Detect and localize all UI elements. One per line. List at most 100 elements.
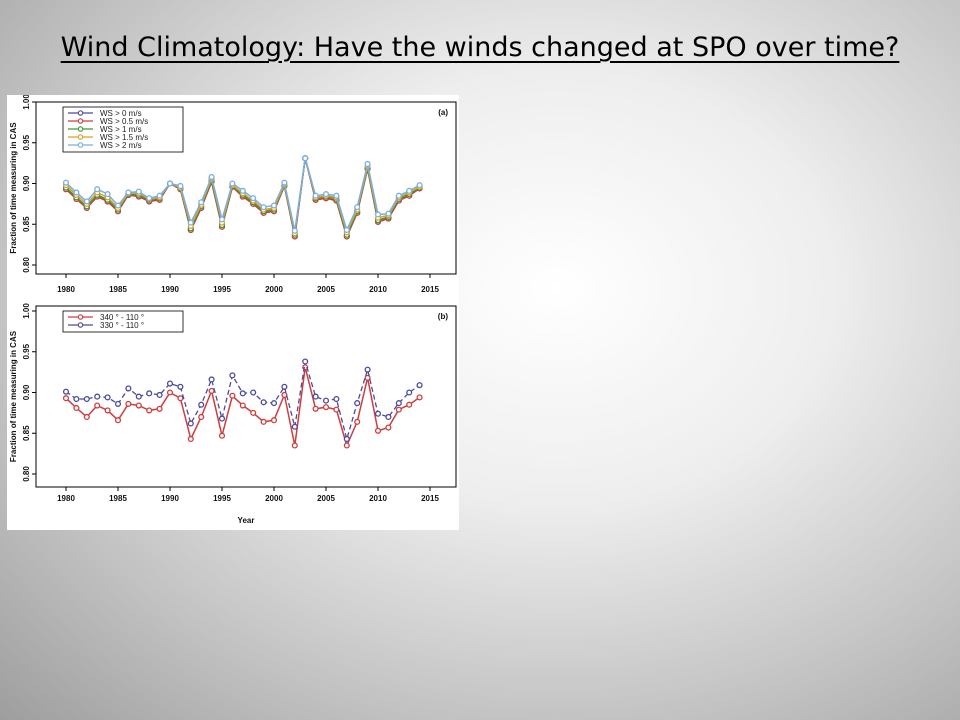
legend-entry: WS > 1 m/s (100, 125, 142, 134)
data-point (364, 374, 371, 381)
x-tick-label: 1995 (213, 494, 231, 503)
chart-panel-b: 1980 1985 1990 1995 2000 2005 2010 2015 0.80 0.85… (9, 303, 457, 525)
data-point (385, 424, 392, 431)
x-tick-label: 1980 (57, 285, 75, 294)
legend-swatch-marker (77, 134, 84, 140)
series-1 (62, 364, 423, 449)
data-point (395, 400, 402, 407)
y-axis-label: Fraction of time measuring in CAS (9, 122, 18, 254)
chart-panel-a: 1980 1985 1990 1995 2000 2005 2010 2015 0.80 0.85… (9, 95, 457, 294)
y-tick-label: 0.80 (22, 257, 31, 273)
data-point (385, 413, 392, 421)
panel-label: (b) (438, 312, 449, 321)
x-tick-label: 1995 (213, 285, 231, 294)
data-point (239, 402, 246, 409)
data-point (135, 393, 142, 400)
panel-label: (a) (438, 108, 448, 117)
data-point (73, 404, 80, 412)
data-point (395, 192, 402, 199)
wind-climatology-figure: 1980 1985 1990 1995 2000 2005 2010 2015 0.80 0.85… (7, 95, 459, 530)
data-point (177, 383, 184, 390)
x-axis-label: Year (238, 516, 255, 525)
legend-swatch-marker (77, 314, 84, 320)
legend-entry: WS > 1.5 m/s (100, 133, 148, 142)
chart-figure-svg: 1980 1985 1990 1995 2000 2005 2010 2015 0.80 0.85… (9, 95, 457, 525)
data-point (364, 366, 371, 373)
data-point (322, 397, 330, 404)
data-point (146, 390, 153, 397)
legend: 340 ° - 110 °330 ° - 110 ° (62, 310, 184, 333)
legend-swatch-marker (77, 126, 84, 132)
y-tick-label: 0.95 (22, 343, 31, 359)
data-point (374, 410, 382, 417)
data-point (146, 195, 153, 202)
x-tick-label: 1980 (57, 494, 75, 503)
data-point (354, 400, 361, 407)
data-point (239, 187, 246, 194)
series-line (65, 361, 420, 442)
data-point (83, 413, 90, 421)
y-tick-label: 0.85 (22, 425, 31, 441)
data-point (270, 202, 278, 209)
y-tick-label: 0.90 (22, 384, 31, 400)
data-point (62, 395, 70, 402)
data-point (229, 372, 236, 379)
data-point (73, 395, 80, 403)
plot-frame (35, 305, 457, 488)
data-point (385, 210, 392, 217)
legend-entry: WS > 0 m/s (100, 109, 142, 118)
data-point (166, 180, 174, 187)
data-point (135, 402, 142, 409)
data-point (260, 204, 267, 211)
x-tick-label: 2010 (369, 494, 387, 503)
data-point (187, 435, 194, 443)
data-point (198, 413, 205, 421)
data-point (270, 400, 278, 407)
data-point (73, 189, 80, 196)
data-point (406, 401, 413, 408)
data-point (83, 395, 90, 403)
x-tick-label: 2000 (265, 494, 283, 503)
data-point (114, 400, 122, 407)
data-point (156, 391, 163, 398)
data-point (416, 394, 423, 401)
y-axis-label: Fraction of time measuring in CAS (9, 330, 18, 462)
data-point (416, 182, 423, 189)
data-point (291, 442, 298, 449)
data-point (166, 389, 174, 396)
data-point (104, 191, 111, 198)
x-tick-label: 2015 (421, 494, 439, 503)
data-point (333, 192, 340, 199)
data-point (374, 211, 382, 218)
data-point (416, 382, 423, 389)
x-tick-label: 2010 (369, 285, 387, 294)
data-point (260, 418, 267, 425)
data-point (125, 385, 132, 392)
data-point (218, 432, 226, 439)
data-point (114, 202, 122, 209)
data-point (218, 216, 226, 223)
data-point (135, 188, 142, 195)
legend-swatch-marker (77, 142, 84, 148)
data-point (156, 192, 163, 199)
data-point (187, 420, 194, 427)
data-point (208, 376, 215, 383)
y-tick-label: 0.85 (22, 216, 31, 232)
legend-box (62, 310, 184, 333)
y-tick-label: 0.95 (22, 134, 31, 150)
legend-swatch-marker (77, 118, 84, 124)
data-point (281, 391, 288, 398)
data-point (198, 401, 205, 408)
data-point (281, 179, 288, 186)
data-point (177, 395, 184, 402)
data-point (302, 155, 309, 162)
y-tick-label: 0.90 (22, 175, 31, 191)
data-point (333, 406, 340, 413)
data-point (104, 407, 111, 414)
data-point (322, 191, 330, 198)
data-point (354, 204, 361, 211)
data-point (125, 400, 132, 407)
data-point (260, 399, 267, 406)
data-point (94, 402, 101, 409)
data-point (322, 404, 330, 411)
